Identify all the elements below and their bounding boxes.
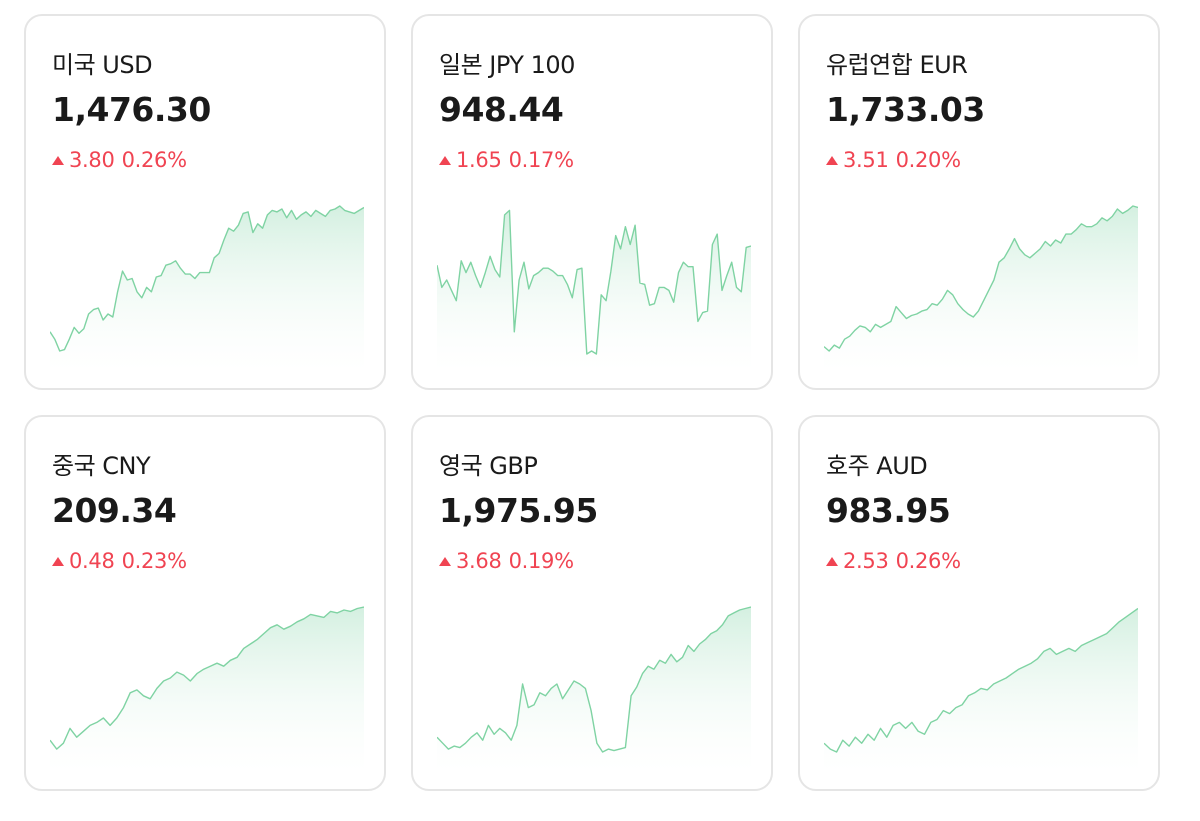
- triangle-up-icon: [439, 556, 451, 566]
- currency-card-cny[interactable]: 중국 CNY 209.34 0.48 0.23%: [24, 415, 386, 791]
- rate-change: 3.68 0.19%: [439, 549, 574, 573]
- currency-name: 중국 CNY: [52, 452, 151, 480]
- sparkline-area: [437, 210, 751, 372]
- sparkline-chart: [437, 209, 751, 372]
- change-amount: 0.48: [69, 549, 115, 573]
- currency-card-eur[interactable]: 유럽연합 EUR 1,733.03 3.51 0.20%: [798, 14, 1160, 390]
- sparkline-chart: [824, 607, 1138, 773]
- change-percent: 0.26%: [121, 148, 188, 172]
- change-amount: 3.80: [69, 148, 115, 172]
- exchange-rate: 948.44: [439, 90, 564, 129]
- rate-change: 2.53 0.26%: [826, 549, 961, 573]
- triangle-up-icon: [439, 155, 451, 165]
- exchange-rate: 1,733.03: [826, 90, 985, 129]
- triangle-up-icon: [52, 155, 64, 165]
- currency-name: 유럽연합 EUR: [826, 51, 968, 79]
- change-amount: 2.53: [843, 549, 889, 573]
- triangle-up-icon: [52, 556, 64, 566]
- sparkline-area: [824, 206, 1138, 372]
- currency-card-aud[interactable]: 호주 AUD 983.95 2.53 0.26%: [798, 415, 1160, 791]
- sparkline-area: [50, 206, 364, 372]
- currency-card-usd[interactable]: 미국 USD 1,476.30 3.80 0.26%: [24, 14, 386, 390]
- currency-card-gbp[interactable]: 영국 GBP 1,975.95 3.68 0.19%: [411, 415, 773, 791]
- rate-change: 3.51 0.20%: [826, 148, 961, 172]
- rate-change: 0.48 0.23%: [52, 549, 187, 573]
- sparkline-chart: [50, 606, 364, 773]
- change-percent: 0.26%: [895, 549, 962, 573]
- exchange-rate: 1,975.95: [439, 491, 598, 530]
- sparkline-area: [437, 607, 751, 773]
- change-percent: 0.19%: [508, 549, 575, 573]
- rate-change: 3.80 0.26%: [52, 148, 187, 172]
- sparkline-line: [437, 209, 751, 355]
- sparkline-chart: [437, 606, 751, 773]
- sparkline-line: [437, 606, 751, 753]
- triangle-up-icon: [826, 155, 838, 165]
- sparkline-line: [824, 205, 1138, 352]
- currency-card-jpy[interactable]: 일본 JPY 100 948.44 1.65 0.17%: [411, 14, 773, 390]
- change-amount: 3.51: [843, 148, 889, 172]
- change-percent: 0.17%: [508, 148, 575, 172]
- currency-name: 호주 AUD: [826, 452, 928, 480]
- currency-name: 미국 USD: [52, 51, 153, 79]
- sparkline-area: [824, 608, 1138, 773]
- triangle-up-icon: [826, 556, 838, 566]
- exchange-rate: 983.95: [826, 491, 951, 530]
- sparkline-chart: [824, 205, 1138, 372]
- sparkline-line: [50, 205, 364, 352]
- exchange-rate: 1,476.30: [52, 90, 211, 129]
- change-percent: 0.20%: [895, 148, 962, 172]
- exchange-rate: 209.34: [52, 491, 177, 530]
- currency-name: 영국 GBP: [439, 452, 538, 480]
- sparkline-line: [824, 607, 1138, 753]
- change-percent: 0.23%: [121, 549, 188, 573]
- change-amount: 3.68: [456, 549, 502, 573]
- change-amount: 1.65: [456, 148, 502, 172]
- sparkline-area: [50, 607, 364, 773]
- sparkline-chart: [50, 205, 364, 372]
- currency-name: 일본 JPY 100: [439, 51, 575, 79]
- rate-change: 1.65 0.17%: [439, 148, 574, 172]
- sparkline-line: [50, 606, 364, 750]
